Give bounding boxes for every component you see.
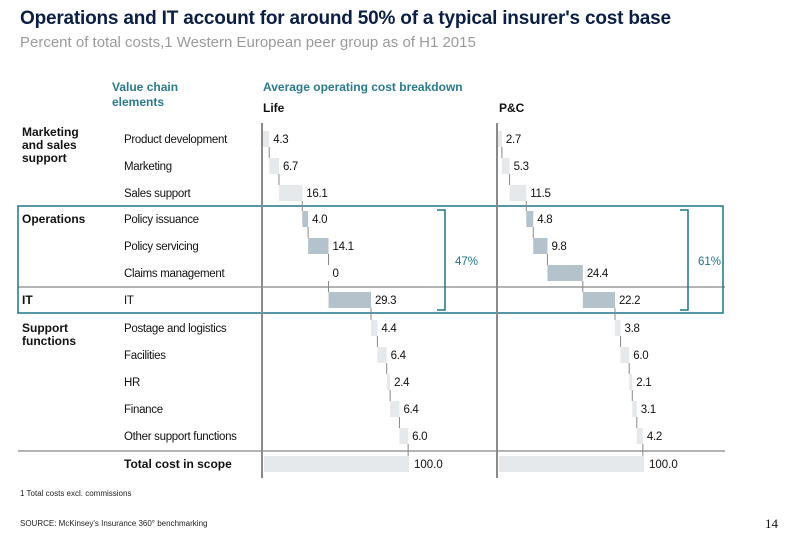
category-label: HR bbox=[124, 377, 140, 389]
data-label: 24.4 bbox=[587, 268, 609, 280]
total-bar bbox=[264, 456, 409, 472]
bracket bbox=[437, 209, 446, 311]
group-label: Operations bbox=[22, 212, 86, 226]
category-label: IT bbox=[124, 295, 134, 307]
slide-subtitle: Percent of total costs,1 Western Europea… bbox=[20, 34, 476, 51]
bar-pc-10 bbox=[632, 401, 637, 417]
data-label: 0 bbox=[333, 268, 339, 280]
total-bar bbox=[499, 456, 644, 472]
bar-life-6 bbox=[328, 292, 372, 308]
ops-it-highlight-box bbox=[17, 205, 724, 314]
bar-life-11 bbox=[399, 428, 409, 444]
data-label: 3.1 bbox=[641, 404, 656, 416]
category-label: Product development bbox=[124, 134, 228, 146]
category-label: Postage and logistics bbox=[124, 323, 227, 335]
group-label: IT bbox=[22, 293, 33, 307]
bracket bbox=[680, 209, 689, 311]
group-label-line: IT bbox=[22, 293, 33, 307]
bar-pc-11 bbox=[636, 428, 643, 444]
ops-it-share-label: 47% bbox=[455, 256, 478, 268]
category-label: Policy issuance bbox=[124, 214, 199, 226]
bar-life-7 bbox=[371, 320, 378, 336]
data-label: 6.7 bbox=[283, 161, 298, 173]
breakdown-header: Average operating cost breakdown bbox=[263, 80, 463, 94]
total-value: 100.0 bbox=[649, 459, 678, 471]
bar-pc-3 bbox=[526, 211, 534, 227]
ops-it-share-label: 61% bbox=[698, 256, 721, 268]
data-label: 6.0 bbox=[412, 431, 427, 443]
bar-life-8 bbox=[377, 347, 387, 363]
bar-life-3 bbox=[302, 211, 309, 227]
data-label: 9.8 bbox=[551, 241, 566, 253]
group-label-line: Operations bbox=[22, 212, 86, 226]
data-label: 16.1 bbox=[306, 188, 327, 200]
bar-life-2 bbox=[278, 185, 303, 201]
data-label: 6.4 bbox=[403, 404, 419, 416]
category-label: Marketing bbox=[124, 161, 172, 173]
bar-pc-9 bbox=[629, 374, 633, 390]
data-label: 22.2 bbox=[619, 295, 640, 307]
group-label-line: support bbox=[22, 151, 67, 165]
data-label: 4.3 bbox=[273, 134, 288, 146]
data-label: 4.2 bbox=[647, 431, 662, 443]
group-label-line: Marketing bbox=[22, 125, 79, 139]
bar-life-9 bbox=[386, 374, 391, 390]
life-header: Life bbox=[263, 101, 285, 115]
bar-pc-5 bbox=[547, 265, 583, 281]
data-label: 5.3 bbox=[514, 161, 529, 173]
bar-pc-1 bbox=[501, 158, 510, 174]
bar-pc-6 bbox=[582, 292, 616, 308]
group-label: Marketing and sales support bbox=[22, 125, 79, 165]
group-label: Support functions bbox=[22, 321, 76, 348]
bar-life-1 bbox=[269, 158, 279, 174]
bar-life-10 bbox=[390, 401, 400, 417]
data-label: 2.1 bbox=[636, 377, 651, 389]
total-value: 100.0 bbox=[414, 459, 443, 471]
slide-title: Operations and IT account for around 50%… bbox=[20, 8, 671, 29]
group-label-line: Support bbox=[22, 321, 68, 335]
data-label: 4.8 bbox=[537, 214, 552, 226]
value-chain-header: Value chain elements bbox=[112, 80, 179, 109]
category-label: Facilities bbox=[124, 350, 166, 362]
data-label: 6.4 bbox=[391, 350, 407, 362]
bar-life-0 bbox=[263, 131, 270, 147]
group-label-line: functions bbox=[22, 334, 76, 348]
footnote: 1 Total costs excl. commissions bbox=[20, 489, 132, 498]
category-label: Finance bbox=[124, 404, 163, 416]
data-label: 2.4 bbox=[394, 377, 410, 389]
data-label: 29.3 bbox=[375, 295, 396, 307]
data-label: 2.7 bbox=[506, 134, 521, 146]
source-note: SOURCE: McKinsey's Insurance 360° benchm… bbox=[20, 519, 208, 528]
data-label: 6.0 bbox=[633, 350, 648, 362]
category-label: Claims management bbox=[124, 268, 225, 280]
data-label: 3.8 bbox=[625, 323, 640, 335]
bar-pc-8 bbox=[620, 347, 630, 363]
total-label: Total cost in scope bbox=[124, 457, 232, 471]
data-label: 4.0 bbox=[312, 214, 327, 226]
bar-pc-2 bbox=[509, 185, 527, 201]
category-label: Policy servicing bbox=[124, 241, 198, 253]
bar-pc-0 bbox=[498, 131, 502, 147]
group-label-line: and sales bbox=[22, 138, 77, 152]
bar-pc-7 bbox=[615, 320, 621, 336]
bar-pc-4 bbox=[533, 238, 548, 254]
data-label: 11.5 bbox=[530, 188, 550, 200]
data-label: 14.1 bbox=[333, 241, 354, 253]
bar-life-4 bbox=[308, 238, 329, 254]
data-label: 4.4 bbox=[381, 323, 397, 335]
page-number: 14 bbox=[765, 516, 778, 531]
category-label: Sales support bbox=[124, 188, 192, 200]
category-label: Other support functions bbox=[124, 431, 237, 443]
pc-header: P&C bbox=[499, 101, 525, 115]
